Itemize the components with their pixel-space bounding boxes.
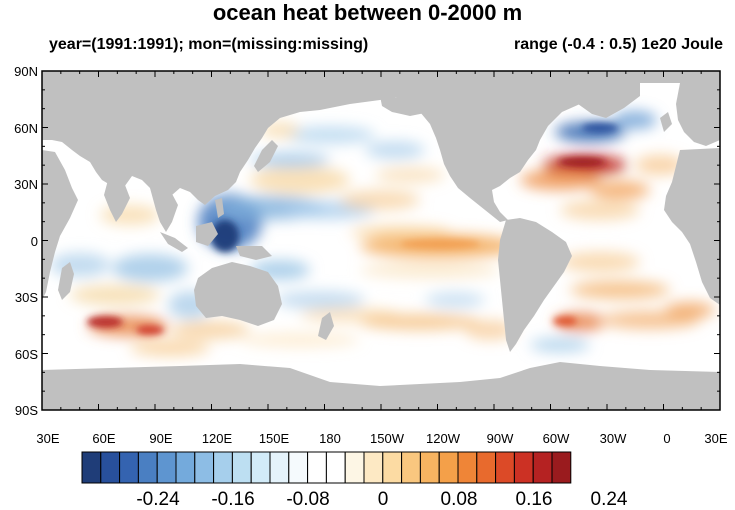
lon-label-180: 180 (319, 431, 341, 446)
latitude-labels: 90N 60N 30N 0 30S 60S 90S (14, 64, 38, 418)
colorbar-box (495, 451, 515, 484)
colorbar-box (175, 451, 196, 484)
colorbar-box (325, 451, 346, 484)
colorbar-label-0: 0 (378, 489, 389, 510)
philippines-land (215, 198, 224, 218)
subtitle-time-range: year=(1991:1991); mon=(missing:missing) (49, 36, 369, 53)
colorbar-box (344, 451, 365, 484)
eurasia-land (42, 83, 520, 205)
lon-label-60e: 60E (92, 431, 115, 446)
colorbar-box (231, 451, 252, 484)
colorbar-box (100, 451, 121, 484)
lon-label-120e: 120E (202, 431, 233, 446)
colorbar-box (269, 451, 290, 484)
colorbar-box (513, 451, 534, 484)
west-africa-land (664, 148, 720, 305)
colorbar-box (81, 451, 102, 484)
map-plot-area (42, 71, 720, 410)
colorbar-box (156, 451, 177, 484)
indonesia-land (160, 232, 188, 252)
south-america-land (498, 218, 572, 352)
lon-label-90w: 90W (487, 431, 514, 446)
borneo-land (196, 222, 218, 246)
heat-anomaly-field (50, 93, 715, 356)
colorbar-label-neg-008: -0.08 (286, 489, 329, 510)
uk-land (660, 112, 672, 132)
colorbar-box (307, 451, 327, 484)
colorbar-label-neg-024: -0.24 (136, 489, 180, 510)
colorbar-box (476, 451, 497, 484)
madagascar-land (58, 262, 74, 300)
lat-label-90n: 90N (14, 64, 38, 79)
lat-label-30s: 30S (15, 290, 38, 305)
colorbar-box (250, 451, 271, 484)
india-land (104, 180, 130, 222)
longitude-labels: 30E 60E 90E 120E 150E 180 150W 120W 90W … (36, 431, 727, 446)
lon-label-150w: 150W (370, 431, 405, 446)
greenland-land (560, 83, 640, 118)
lon-label-60w: 60W (543, 431, 570, 446)
alaska-land (380, 96, 430, 116)
colorbar-label-024: 0.24 (591, 489, 628, 510)
lon-label-0: 0 (663, 431, 670, 446)
subtitle-value-range: range (-0.4 : 0.5) 1e20 Joule (514, 36, 723, 53)
colorbar-box (551, 451, 572, 484)
indochina-land (150, 188, 178, 232)
lat-label-60n: 60N (14, 121, 38, 136)
north-america-land (395, 83, 600, 222)
colorbar-box (119, 451, 139, 484)
colorbar-box (401, 451, 421, 484)
new-guinea-land (236, 246, 272, 260)
europe-land (676, 83, 720, 146)
africa-land (42, 150, 78, 300)
lon-label-150e: 150E (259, 431, 290, 446)
colorbar-box (438, 451, 459, 484)
longitude-ticks (41, 71, 721, 410)
colorbar-box (457, 451, 478, 484)
colorbar-labels: -0.24 -0.16 -0.08 0 0.08 0.16 0.24 (136, 489, 628, 510)
lon-label-30e: 30E (36, 431, 59, 446)
lon-label-90e: 90E (149, 431, 172, 446)
lat-label-0: 0 (31, 234, 38, 249)
colorbar-box (194, 451, 215, 484)
antarctica-land (42, 362, 720, 410)
colorbar-box (382, 451, 403, 484)
colorbar (81, 451, 572, 484)
new-zealand-land (318, 312, 334, 340)
lat-label-30n: 30N (14, 177, 38, 192)
colorbar-box (419, 451, 440, 484)
lon-label-30e-east: 30E (704, 431, 727, 446)
lon-label-120w: 120W (426, 431, 461, 446)
latitude-ticks (42, 70, 720, 411)
colorbar-box (213, 451, 233, 484)
colorbar-label-neg-016: -0.16 (211, 489, 254, 510)
colorbar-box (137, 451, 158, 484)
lat-label-60s: 60S (15, 347, 38, 362)
australia-land (194, 262, 282, 326)
lon-label-30w: 30W (600, 431, 627, 446)
colorbar-label-016: 0.16 (516, 489, 553, 510)
japan-land (254, 140, 278, 172)
colorbar-label-008: 0.08 (441, 489, 478, 510)
colorbar-box (288, 451, 309, 484)
lat-label-90s: 90S (15, 403, 38, 418)
colorbar-box (363, 451, 384, 484)
colorbar-box (532, 451, 553, 484)
map-title: ocean heat between 0-2000 m (212, 0, 523, 25)
